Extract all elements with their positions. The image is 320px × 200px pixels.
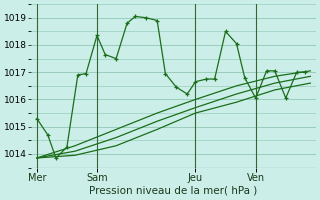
X-axis label: Pression niveau de la mer( hPa ): Pression niveau de la mer( hPa ) [90, 186, 258, 196]
